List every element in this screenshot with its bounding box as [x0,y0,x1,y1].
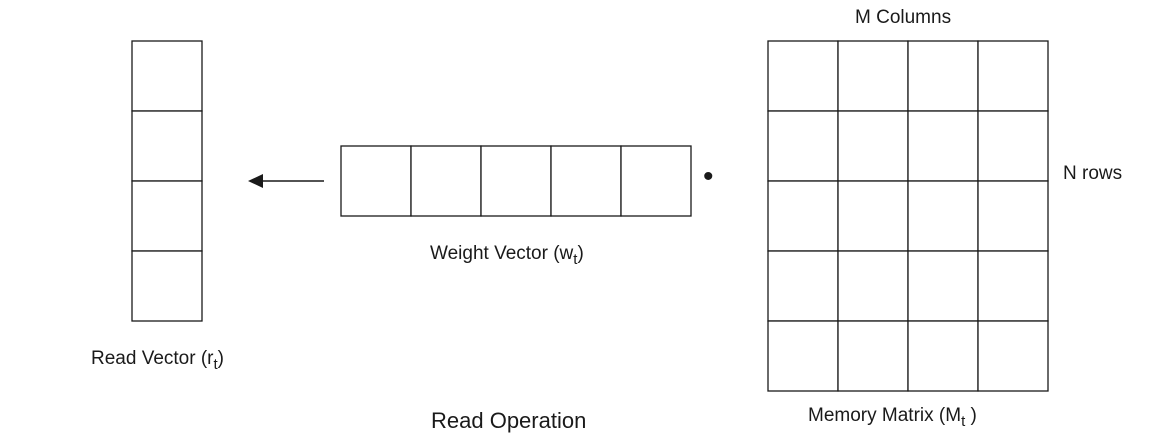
memory-matrix-cell [837,320,909,392]
memory-matrix-cell [837,40,909,112]
memory-matrix-cell [837,110,909,182]
operator-dot: • [703,160,714,193]
weight-vector-label: Weight Vector (wt) [430,243,584,268]
memory-matrix-cell [977,320,1049,392]
memory-matrix-label-close: ) [965,405,977,426]
read-vector-cell [131,180,203,252]
memory-matrix-cell [907,110,979,182]
memory-matrix-cell [907,180,979,252]
weight-vector-cell [410,145,482,217]
diagram-title: Read Operation [431,408,587,433]
weight-vector-label-text: Weight Vector (w [430,243,574,264]
weight-vector-label-subscript: t [573,251,578,268]
memory-matrix-cell [837,250,909,322]
read-vector-label-subscript: t [213,356,218,373]
read-vector-label-close: ) [217,348,224,369]
memory-matrix-cell [767,320,839,392]
memory-matrix-cell [907,40,979,112]
memory-matrix-cell [977,110,1049,182]
weight-vector-cell [480,145,552,217]
read-vector-cell [131,40,203,112]
memory-matrix-cell [767,40,839,112]
weight-vector-label-close: ) [577,243,584,264]
memory-columns-label: M Columns [855,7,952,28]
memory-matrix-cell [767,250,839,322]
read-vector-label: Read Vector (rt) [91,348,224,373]
arrow-left-icon [248,174,263,188]
weight-vector-grid [340,145,692,217]
read-vector-label-text: Read Vector (r [91,348,214,369]
weight-vector-cell [340,145,412,217]
read-vector-grid [131,40,203,322]
weight-vector-cell [550,145,622,217]
read-vector-cell [131,110,203,182]
memory-matrix-cell [977,250,1049,322]
memory-matrix-label: Memory Matrix (Mt ) [808,405,977,430]
memory-matrix-cell [767,180,839,252]
memory-rows-label: N rows [1063,163,1123,184]
weight-vector-cell [620,145,692,217]
read-vector-cell [131,250,203,322]
memory-matrix-cell [837,180,909,252]
memory-matrix-label-subscript: t [961,413,966,430]
memory-matrix-cell [767,110,839,182]
memory-matrix-cell [907,320,979,392]
memory-matrix-cell [907,250,979,322]
memory-matrix-cell [977,40,1049,112]
memory-matrix-label-text: Memory Matrix (M [808,405,962,426]
memory-matrix-grid [767,40,1049,392]
memory-matrix-cell [977,180,1049,252]
